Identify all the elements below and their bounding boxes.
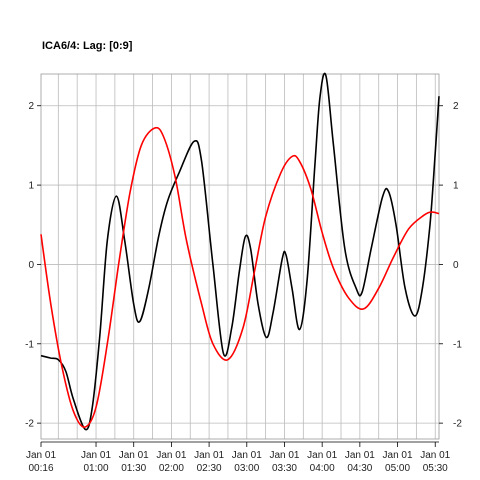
x-tick-label: 02:00	[159, 463, 184, 474]
x-tick-label: 00:16	[28, 463, 53, 474]
series-line-1	[40, 72, 440, 431]
x-tick-label: 02:30	[197, 463, 222, 474]
x-tick-label: Jan 01	[383, 450, 413, 461]
x-tick-label: Jan 01	[26, 450, 56, 461]
x-tick-label: 04:00	[310, 463, 335, 474]
x-tick-label: Jan 01	[307, 450, 337, 461]
x-tick-label: 05:00	[385, 463, 410, 474]
x-tick-label: Jan 01	[345, 450, 375, 461]
series-line-2	[40, 126, 440, 428]
y-tick-label-right: -2	[453, 419, 462, 430]
y-tick-label-left: 1	[28, 181, 34, 192]
y-tick-label-right: 0	[453, 260, 459, 271]
y-tick-label-right: 1	[453, 181, 459, 192]
y-tick-label-right: 2	[453, 101, 459, 112]
x-tick-label: Jan 01	[119, 450, 149, 461]
y-tick-label-left: -1	[25, 339, 34, 350]
x-tick-label: 03:00	[234, 463, 259, 474]
y-tick-label-left: 0	[28, 260, 34, 271]
axes: -2 -2 -1 -1 0 0 1 1 2 2 Jan 01 00:16 Jan 01 01:00 Jan …	[25, 101, 462, 474]
x-tick-label: Jan 01	[269, 450, 299, 461]
x-tick-label: Jan 01	[81, 450, 111, 461]
x-tick-label: 01:00	[84, 463, 109, 474]
x-tick-label: 04:30	[347, 463, 372, 474]
gridlines	[41, 74, 439, 439]
y-tick-label-left: 2	[28, 101, 34, 112]
x-tick-label: Jan 01	[232, 450, 262, 461]
x-tick-label: Jan 01	[194, 450, 224, 461]
x-tick-label: 03:30	[272, 463, 297, 474]
chart-title: ICA6/4: Lag: [0:9]	[42, 40, 133, 52]
x-tick-label: Jan 01	[420, 450, 450, 461]
x-tick-label: 05:30	[423, 463, 448, 474]
x-tick-label: Jan 01	[156, 450, 186, 461]
plot-border	[40, 73, 440, 440]
y-tick-label-left: -2	[25, 419, 34, 430]
x-tick-label: 01:30	[121, 463, 146, 474]
series-lines	[40, 72, 440, 431]
y-tick-label-right: -1	[453, 339, 462, 350]
